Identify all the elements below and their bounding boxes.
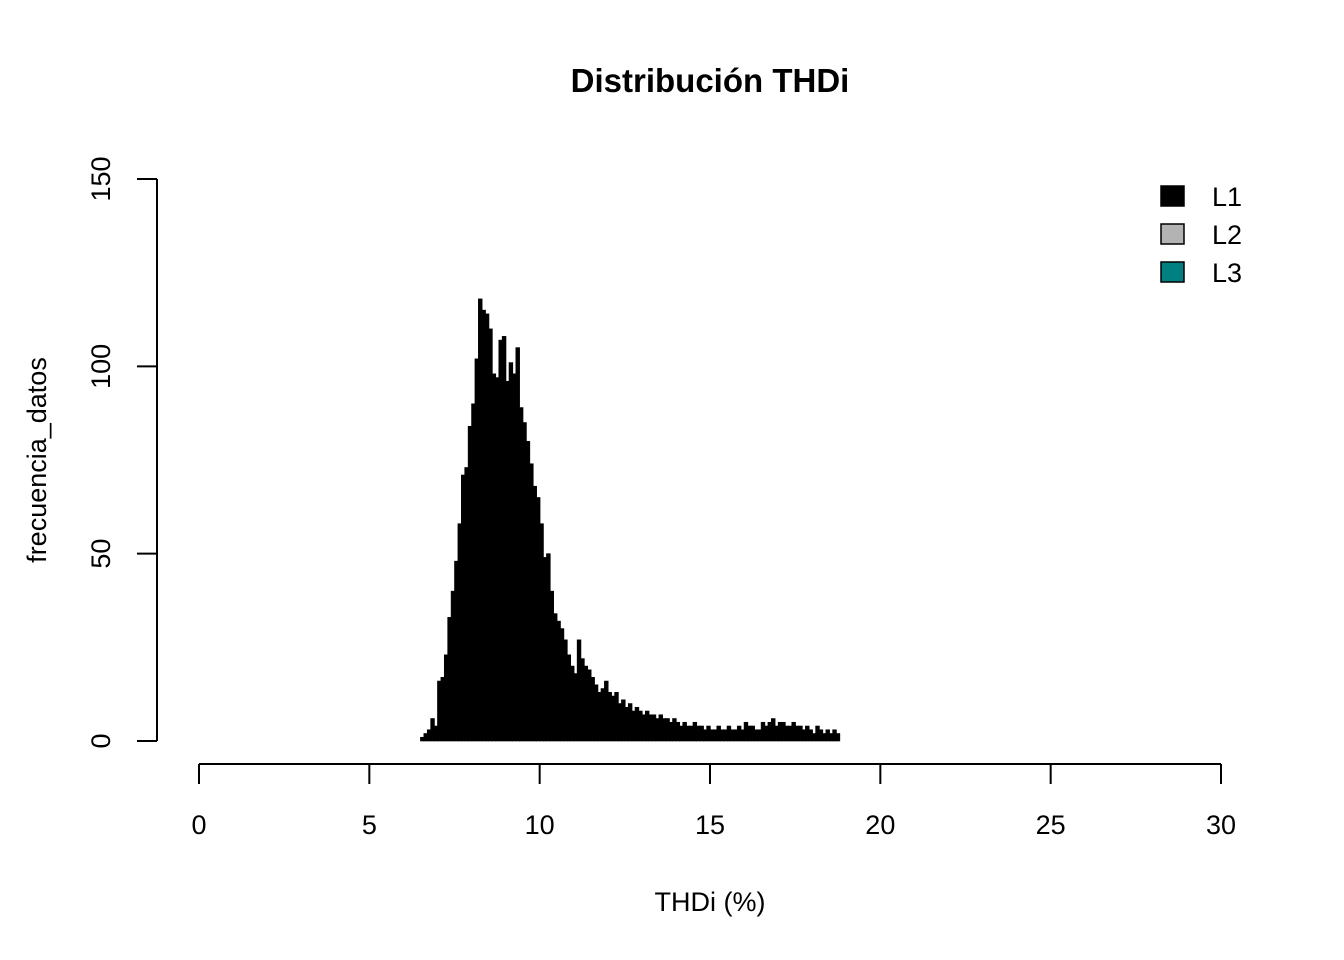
legend-label: L3: [1212, 258, 1242, 288]
x-tick-label: 10: [525, 810, 555, 840]
y-tick-label: 50: [86, 539, 116, 569]
x-tick-label: 30: [1206, 810, 1236, 840]
x-axis: 0 5 10 15 20 25 30: [191, 763, 1236, 840]
legend-label: L2: [1212, 220, 1242, 250]
y-tick-label: 100: [86, 344, 116, 389]
y-tick-label: 0: [86, 733, 116, 748]
legend: L1 L2 L3: [1160, 182, 1242, 288]
histogram-bar: [835, 733, 841, 742]
y-axis-label: frecuencia_datos: [22, 357, 52, 563]
legend-swatch: [1160, 261, 1185, 283]
legend-swatch: [1160, 223, 1185, 245]
x-axis-label: THDi (%): [655, 887, 766, 917]
y-axis: 0 50 100 150: [86, 156, 158, 749]
x-tick-label: 25: [1036, 810, 1066, 840]
x-tick-label: 20: [865, 810, 895, 840]
histogram-bars: [420, 298, 841, 742]
x-tick-label: 0: [191, 810, 206, 840]
chart-title: Distribución THDi: [571, 62, 850, 99]
x-tick-label: 15: [695, 810, 725, 840]
legend-swatch: [1160, 185, 1185, 207]
legend-label: L1: [1212, 182, 1242, 212]
y-tick-label: 150: [86, 156, 116, 201]
x-tick-label: 5: [362, 810, 377, 840]
